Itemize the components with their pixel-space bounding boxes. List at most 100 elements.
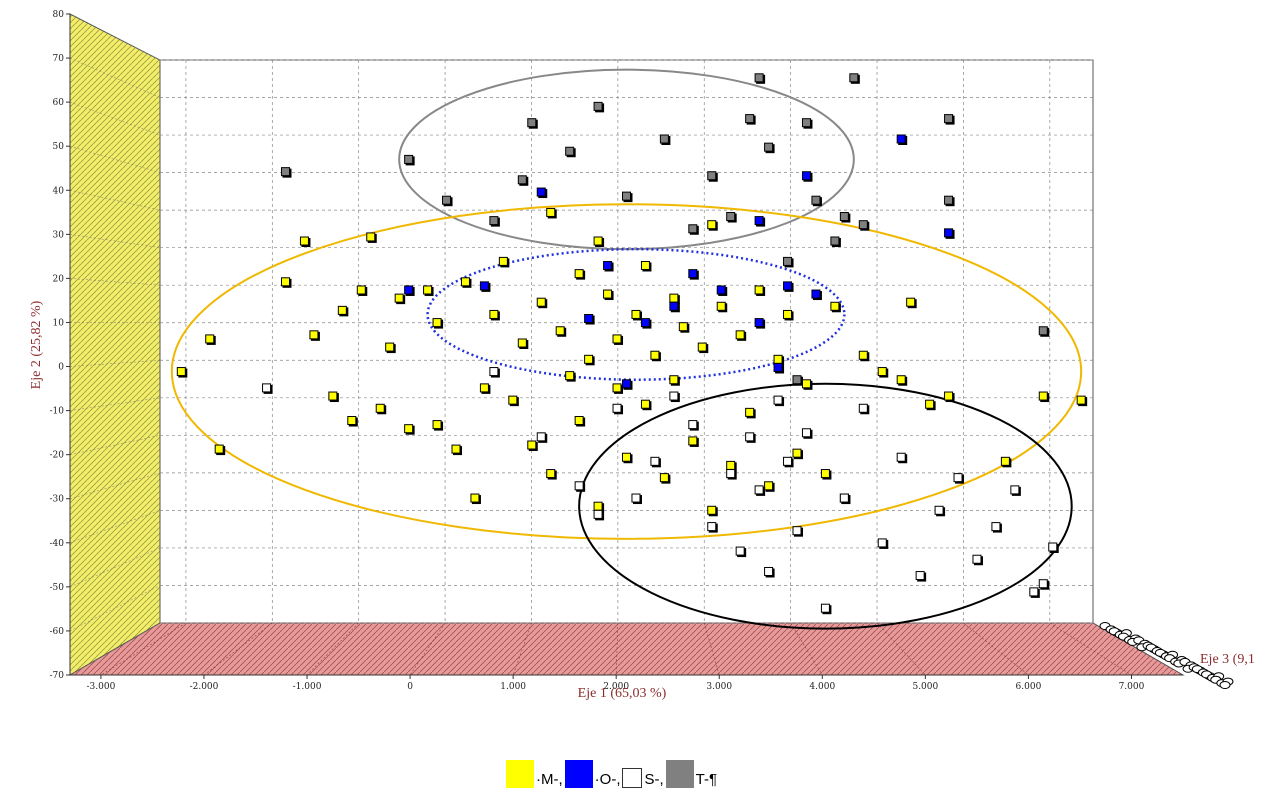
data-point-marker — [650, 350, 660, 360]
data-point-s — [1029, 587, 1040, 598]
data-point-o — [896, 134, 908, 145]
data-point-marker — [726, 212, 736, 222]
data-point-t — [944, 195, 955, 207]
data-point-m — [783, 309, 794, 321]
data-point-marker — [631, 493, 641, 503]
data-point-m — [555, 326, 567, 337]
data-points — [176, 73, 1088, 615]
data-point-marker — [612, 334, 622, 344]
data-point-s — [669, 391, 680, 403]
data-point-marker — [546, 207, 556, 217]
data-point-s — [688, 420, 699, 431]
y-tick-label: -40 — [50, 539, 65, 549]
data-point-t — [593, 101, 605, 113]
data-point-m — [394, 293, 406, 305]
data-point-marker — [754, 216, 764, 226]
data-point-m — [603, 289, 614, 301]
back-wall — [159, 59, 1094, 624]
data-point-o — [773, 362, 785, 374]
data-point-m — [707, 505, 718, 517]
data-point-marker — [953, 473, 963, 483]
data-point-t — [811, 195, 822, 207]
data-point-m — [764, 481, 775, 492]
z-axis-label: Eje 3 (9,1 — [1200, 652, 1255, 667]
data-point-s — [536, 432, 548, 443]
data-point-m — [385, 342, 396, 354]
y-tick-label: 50 — [53, 142, 65, 152]
data-point-marker — [555, 326, 565, 336]
data-point-marker — [470, 493, 480, 503]
data-point-m — [754, 285, 766, 296]
data-point-m — [925, 399, 936, 411]
data-point-m — [432, 420, 444, 431]
data-point-marker — [735, 330, 745, 340]
data-point-marker — [669, 293, 679, 303]
data-point-m — [896, 375, 908, 386]
data-point-m — [745, 407, 756, 419]
data-point-s — [934, 505, 946, 517]
data-point-marker — [451, 444, 461, 454]
data-point-marker — [858, 350, 868, 360]
data-point-marker — [631, 309, 641, 319]
data-point-m — [697, 342, 709, 354]
data-point-m — [801, 379, 813, 390]
data-point-marker — [375, 403, 385, 413]
data-point-m — [716, 301, 728, 313]
data-point-m — [640, 260, 652, 272]
data-point-marker — [565, 371, 575, 381]
data-point-s — [574, 481, 586, 492]
data-point-s — [820, 603, 832, 615]
data-point-o — [754, 216, 766, 227]
data-point-marker — [707, 505, 717, 515]
data-point-t — [659, 134, 671, 145]
data-point-m — [1076, 395, 1088, 407]
y-axis-label: Eje 2 (25,82 %) — [29, 300, 44, 389]
data-point-s — [489, 367, 500, 378]
z-axis-marker — [1219, 681, 1231, 689]
data-point-marker — [508, 395, 518, 405]
legend-swatch-o — [564, 760, 593, 788]
legend-label-s: S-, — [644, 771, 664, 788]
data-point-s — [612, 403, 624, 415]
data-point-marker — [669, 375, 679, 385]
data-point-marker — [688, 269, 698, 279]
x-tick-label: 2.000 — [603, 682, 629, 692]
data-point-m — [584, 354, 595, 366]
data-point-o — [603, 260, 614, 272]
data-point-marker — [281, 277, 290, 287]
data-point-marker — [1000, 456, 1010, 466]
data-point-marker — [792, 448, 802, 458]
data-point-marker — [640, 318, 650, 328]
data-point-m — [546, 207, 557, 219]
floor-grid-line — [703, 622, 720, 676]
data-point-marker — [669, 391, 679, 401]
data-point-marker — [716, 301, 726, 311]
data-point-marker — [442, 195, 452, 205]
data-point-t — [944, 114, 955, 125]
data-point-marker — [688, 420, 698, 430]
data-point-marker — [404, 285, 414, 295]
legend-swatch-s — [622, 768, 643, 788]
wall-grid-line — [69, 622, 161, 676]
data-point-marker — [726, 460, 736, 470]
data-point-marker — [1038, 326, 1048, 336]
data-point-marker — [593, 101, 603, 111]
data-point-marker — [944, 391, 954, 401]
data-point-o — [622, 379, 633, 390]
x-tick-label: 6.000 — [1016, 682, 1042, 692]
wall-grid-line — [69, 190, 161, 211]
annotation-ellipse — [426, 247, 846, 381]
data-point-marker — [603, 289, 613, 299]
data-point-marker — [612, 403, 622, 413]
data-point-m — [423, 285, 434, 296]
data-point-m — [707, 220, 718, 231]
floor-grid-line — [306, 622, 359, 676]
annotation-ellipse — [578, 382, 1073, 630]
legend-label-t: T-¶ — [695, 771, 718, 788]
data-point-t — [404, 154, 415, 166]
data-point-m — [451, 444, 462, 456]
data-point-marker — [1038, 391, 1048, 401]
data-point-s — [754, 485, 766, 496]
data-point-t — [489, 216, 500, 227]
data-point-marker — [764, 481, 774, 491]
